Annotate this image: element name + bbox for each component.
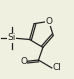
Text: Cl: Cl bbox=[53, 63, 61, 72]
Text: Si: Si bbox=[8, 33, 16, 42]
Text: O: O bbox=[20, 57, 27, 66]
Text: O: O bbox=[45, 17, 52, 26]
